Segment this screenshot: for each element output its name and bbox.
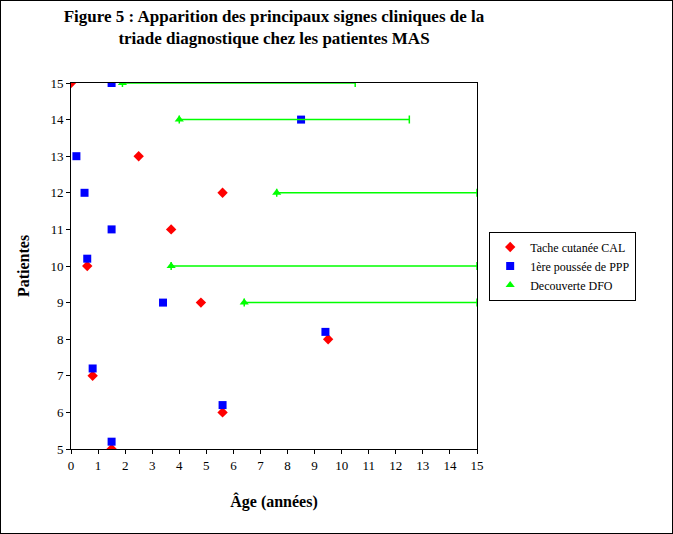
svg-text:9: 9: [57, 295, 64, 310]
svg-text:Patientes: Patientes: [15, 235, 32, 297]
svg-text:14: 14: [443, 458, 457, 473]
svg-text:Decouverte DFO: Decouverte DFO: [530, 279, 613, 293]
svg-text:10: 10: [50, 259, 63, 274]
svg-text:4: 4: [176, 458, 183, 473]
svg-text:Figure 5 : Apparition des prin: Figure 5 : Apparition des principaux sig…: [64, 7, 485, 48]
svg-text:14: 14: [50, 112, 64, 127]
svg-text:3: 3: [149, 458, 156, 473]
svg-text:1ère poussée de PPP: 1ère poussée de PPP: [530, 260, 629, 274]
svg-text:8: 8: [284, 458, 291, 473]
svg-text:13: 13: [50, 149, 63, 164]
svg-text:1: 1: [95, 458, 102, 473]
svg-text:6: 6: [230, 458, 237, 473]
svg-text:5: 5: [57, 442, 64, 457]
svg-text:11: 11: [51, 222, 64, 237]
svg-text:15: 15: [471, 458, 484, 473]
svg-text:9: 9: [311, 458, 318, 473]
svg-text:12: 12: [50, 185, 63, 200]
svg-text:8: 8: [57, 332, 64, 347]
svg-text:6: 6: [57, 405, 64, 420]
svg-text:2: 2: [122, 458, 129, 473]
svg-text:13: 13: [416, 458, 429, 473]
svg-text:5: 5: [203, 458, 210, 473]
svg-text:0: 0: [68, 458, 75, 473]
svg-text:10: 10: [335, 458, 348, 473]
svg-text:7: 7: [57, 368, 64, 383]
svg-text:15: 15: [50, 76, 63, 91]
svg-text:11: 11: [362, 458, 375, 473]
svg-text:Tache cutanée CAL: Tache cutanée CAL: [530, 241, 625, 255]
svg-text:Âge (années): Âge (années): [230, 492, 318, 511]
svg-text:7: 7: [257, 458, 264, 473]
svg-text:12: 12: [389, 458, 402, 473]
